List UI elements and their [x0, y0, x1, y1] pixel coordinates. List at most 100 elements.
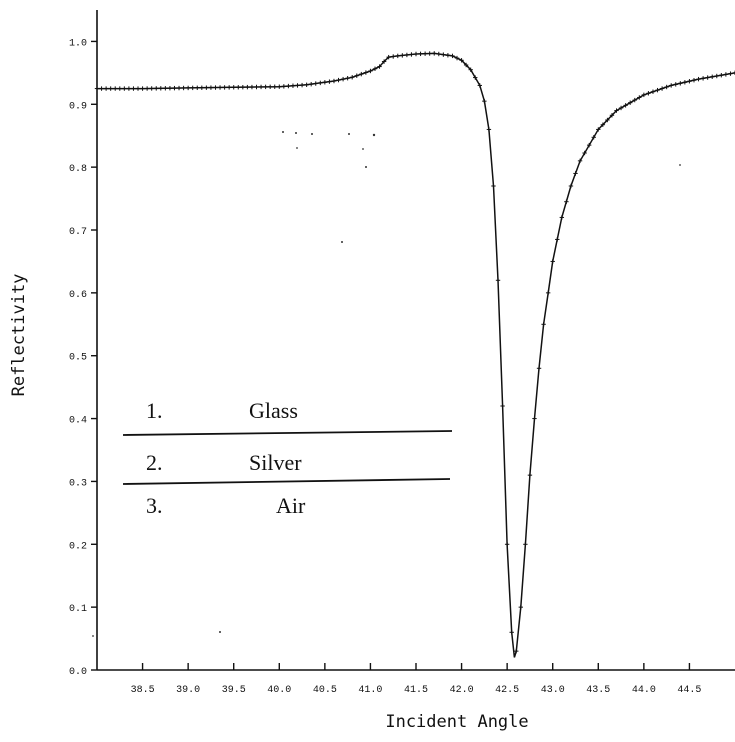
- data-point: [463, 62, 469, 68]
- data-point: [577, 158, 583, 164]
- data-point: [272, 84, 277, 89]
- data-point: [158, 86, 163, 91]
- layer-2-number: 2.: [146, 450, 163, 475]
- data-point: [559, 215, 565, 220]
- y-tick-label: 0.7: [69, 227, 87, 238]
- data-point: [486, 127, 492, 132]
- data-point: [450, 53, 455, 59]
- data-point: [126, 86, 132, 91]
- data-point: [623, 103, 628, 108]
- data-point: [641, 92, 647, 98]
- data-point: [459, 58, 464, 63]
- data-point: [131, 86, 136, 91]
- data-point: [495, 278, 501, 283]
- data-point: [377, 64, 382, 69]
- scan-speck: [341, 241, 343, 243]
- data-point: [236, 85, 241, 90]
- data-point: [445, 53, 451, 58]
- data-point: [427, 51, 432, 56]
- data-point: [204, 85, 209, 90]
- data-point: [263, 84, 268, 90]
- data-point: [391, 54, 396, 59]
- data-point: [473, 75, 478, 80]
- data-point: [732, 70, 735, 76]
- data-point: [245, 84, 250, 90]
- data-point: [618, 105, 624, 111]
- data-point: [541, 322, 546, 327]
- scan-speck: [348, 133, 350, 135]
- data-point: [254, 84, 259, 90]
- scan-speck: [282, 131, 284, 133]
- data-point: [327, 79, 332, 84]
- x-tick-label: 43.5: [586, 685, 610, 696]
- data-point: [586, 142, 592, 148]
- data-point: [122, 86, 127, 91]
- x-tick-label: 43.0: [541, 685, 565, 696]
- data-point: [331, 78, 337, 84]
- data-point: [185, 85, 191, 91]
- data-point: [532, 416, 537, 421]
- y-tick-label: 1.0: [69, 38, 87, 49]
- y-tick-label: 0.2: [69, 541, 87, 552]
- reflectivity-curve: [97, 52, 735, 658]
- data-point: [277, 84, 282, 89]
- data-point: [646, 91, 651, 96]
- y-tick-label: 0.9: [69, 101, 87, 112]
- data-point: [500, 403, 505, 409]
- scan-speck: [219, 631, 221, 633]
- x-tick-label: 44.0: [632, 685, 656, 696]
- data-point: [354, 73, 359, 78]
- data-point: [113, 86, 118, 91]
- scan-speck: [372, 133, 376, 137]
- data-point: [422, 51, 428, 56]
- x-tick-label: 41.5: [404, 685, 428, 696]
- point-layer: [94, 51, 735, 654]
- data-point: [199, 85, 205, 90]
- data-point: [190, 85, 195, 91]
- data-point: [432, 51, 437, 56]
- data-point: [605, 117, 610, 123]
- data-point: [149, 86, 154, 91]
- scan-speck: [365, 166, 367, 168]
- data-point: [678, 81, 683, 86]
- x-tick-label: 40.5: [313, 685, 337, 696]
- layer-divider-1: [122, 430, 453, 436]
- data-point: [696, 76, 701, 82]
- data-point: [181, 85, 186, 91]
- data-point: [308, 81, 314, 87]
- data-point: [195, 85, 200, 91]
- data-point: [436, 51, 441, 57]
- data-point: [609, 113, 615, 118]
- data-point: [550, 259, 555, 264]
- scan-speck: [296, 147, 298, 149]
- data-point: [322, 80, 328, 85]
- y-tick-label: 0.3: [69, 478, 87, 489]
- data-point: [655, 87, 660, 93]
- data-point: [491, 183, 496, 189]
- scan-speck: [311, 133, 313, 135]
- scan-speck: [679, 164, 681, 166]
- data-point: [363, 70, 369, 75]
- x-tick-label: 40.0: [267, 685, 291, 696]
- data-point: [299, 82, 305, 88]
- data-point: [441, 52, 446, 57]
- data-point: [258, 84, 264, 90]
- layer-3-number: 3.: [146, 493, 163, 518]
- data-point: [144, 86, 150, 91]
- scan-speck: [295, 132, 297, 134]
- x-tick-label: 42.5: [495, 685, 519, 696]
- layer-3-name: Air: [276, 493, 306, 518]
- data-point: [249, 84, 255, 90]
- data-point: [176, 85, 182, 91]
- data-point: [381, 59, 387, 64]
- data-point: [231, 85, 236, 90]
- x-tick-label: 39.5: [222, 685, 246, 696]
- layer-1-name: Glass: [249, 398, 298, 423]
- data-point: [295, 83, 300, 88]
- data-point: [545, 290, 551, 296]
- layer-1-number: 1.: [146, 398, 163, 423]
- data-point: [514, 648, 519, 654]
- y-tick-label: 0.0: [69, 667, 87, 678]
- data-point: [350, 75, 355, 80]
- data-point: [637, 95, 642, 100]
